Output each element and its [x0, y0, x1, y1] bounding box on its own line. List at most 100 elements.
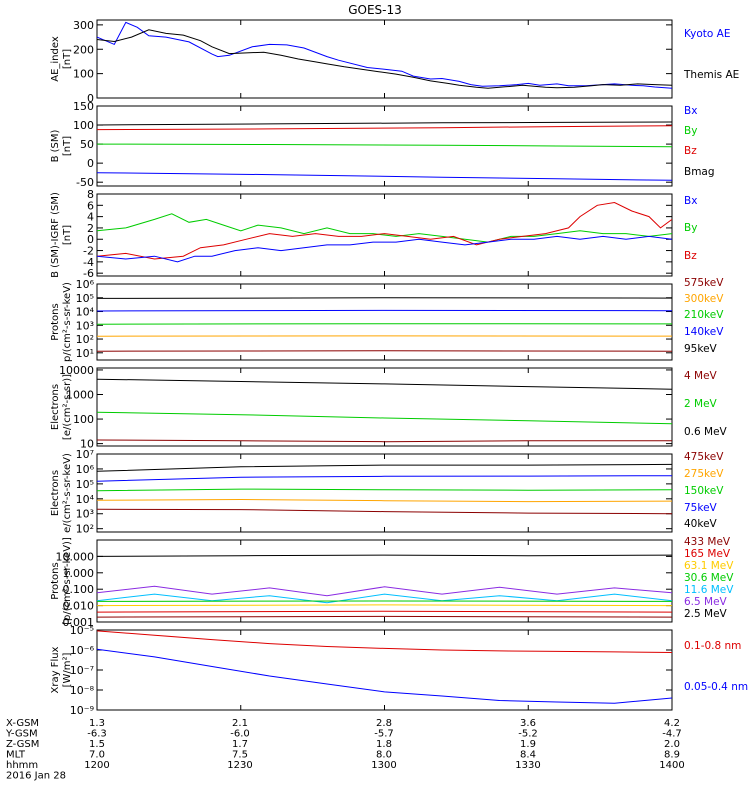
series-line-0-6-mev [97, 378, 672, 390]
series-line-2-mev [97, 411, 672, 425]
y-axis-label: [p/(cm²-s-sr-keV)] [62, 537, 73, 625]
y-tick-label: 100 [73, 413, 94, 426]
legend-entry: 475keV [684, 451, 724, 463]
legend-entry: 2 MeV [684, 398, 718, 410]
x-tick-label: -4.7 [662, 729, 682, 740]
y-axis-label: Xray Flux [50, 646, 61, 693]
y-tick-label: 10⁶ [76, 278, 95, 291]
panel-1: 0 100 200 300 AE_index [nT] Kyoto AE Themis AE [50, 19, 739, 105]
y-axis-label: Protons [50, 303, 61, 340]
series-group [97, 630, 672, 704]
y-tick-label: 10⁻⁹ [70, 704, 94, 717]
x-axis-date: 2016 Jan 28 [6, 771, 66, 782]
panel-frame [96, 539, 673, 623]
series-line-75kev [97, 475, 672, 482]
legend-entry: 0.05-0.4 nm [684, 681, 748, 693]
y-axis-label: Protons [50, 562, 61, 599]
series-line-4-mev [97, 439, 672, 443]
series-line-by [97, 143, 672, 148]
y-tick-label: 8 [87, 188, 94, 201]
x-tick-label: 1.7 [232, 739, 248, 750]
y-tick-label: 300 [73, 19, 94, 32]
y-tick-label: 10⁻⁷ [70, 664, 94, 677]
x-tick-label: -6.0 [230, 729, 250, 740]
series-line-165-mev [97, 610, 672, 613]
series-group [97, 201, 672, 263]
x-tick-label: 4.2 [664, 718, 680, 729]
x-row-label: X-GSM [6, 718, 39, 729]
series-line-kyoto-ae [97, 21, 672, 89]
y-axis-label: [e/(cm²-s-sr)] [62, 374, 73, 440]
x-tick-label: 1400 [659, 760, 684, 771]
series-line-2-5-mev [97, 554, 672, 557]
y-tick-label: 4 [87, 211, 94, 224]
legend-entry: By [684, 222, 697, 234]
legend-entry: 275keV [684, 468, 724, 480]
x-tick-label: -5.7 [374, 729, 394, 740]
legend-entry: Bmag [684, 166, 715, 178]
y-axis-label: [nT] [62, 136, 73, 156]
y-tick-label: 2 [87, 222, 94, 235]
series-group [97, 463, 672, 515]
x-tick-label: 7.5 [232, 750, 248, 761]
series-group [97, 378, 672, 443]
x-tick-label: 2.1 [232, 718, 248, 729]
y-tick-label: 1.000 [63, 567, 95, 580]
series-line-210kev [97, 323, 672, 325]
x-tick-label: 1300 [371, 760, 396, 771]
y-tick-label: 10³ [76, 508, 94, 521]
legend-entry: 0.6 MeV [684, 426, 728, 438]
legend-entry: Bx [684, 105, 697, 117]
y-axis-label: B (SM) [50, 129, 61, 162]
x-tick-label: 1.3 [89, 718, 105, 729]
series-line-63-1-mev [97, 604, 672, 607]
legend-entry: By [684, 125, 697, 137]
series-line-bx [97, 235, 672, 263]
x-tick-label: 8.9 [664, 750, 680, 761]
y-tick-label: 100 [73, 68, 94, 81]
x-tick-label: 2.8 [376, 718, 392, 729]
legend-entry: Bz [684, 145, 697, 157]
y-tick-label: 10⁻⁵ [70, 624, 94, 637]
y-tick-label: 150 [73, 100, 94, 113]
y-tick-label: 0.001 [63, 616, 95, 629]
y-tick-label: -50 [76, 176, 94, 189]
x-tick-label: 1200 [84, 760, 109, 771]
series-line-140kev [97, 309, 672, 312]
x-tick-label: -5.2 [518, 729, 538, 740]
y-tick-label: 10⁵ [76, 478, 94, 491]
y-axis-label: [nT] [62, 49, 73, 69]
x-tick-label: 1230 [227, 760, 252, 771]
x-row-label: hhmm [6, 760, 38, 771]
series-line-95kev [97, 297, 672, 299]
y-tick-label: 0.100 [63, 583, 95, 596]
series-line-6-5-mev [97, 585, 672, 597]
x-tick-label: 1.9 [520, 739, 536, 750]
legend-entry: 300keV [684, 293, 724, 305]
panel-frame [96, 629, 673, 711]
y-axis-label: p/(cm²-s-sr-keV) [62, 282, 73, 362]
series-group [97, 121, 672, 181]
y-tick-label: 1000 [66, 389, 94, 402]
legend-entry: 433 MeV [684, 536, 731, 548]
series-line-bz [97, 201, 672, 260]
y-tick-label: -6 [83, 267, 94, 280]
y-axis-label: [nT] [62, 225, 73, 245]
y-tick-label: 10⁻⁶ [70, 644, 95, 657]
y-tick-label: 10000 [59, 364, 94, 377]
series-line-11-6-mev [97, 593, 672, 604]
panel-frame [96, 283, 673, 361]
legend-entry: 210keV [684, 309, 724, 321]
legend-entry: 150keV [684, 485, 724, 497]
x-tick-label: 3.6 [520, 718, 536, 729]
legend-entry: 4 MeV [684, 370, 718, 382]
y-tick-label: 0.010 [63, 600, 95, 613]
x-tick-label: 1330 [515, 760, 540, 771]
panel-2: -50 0 50 100 150 B (SM) [nT] Bx By Bz Bmag [50, 100, 715, 189]
series-line-bz [97, 125, 672, 131]
x-tick-label: 1.8 [376, 739, 392, 750]
series-group [97, 554, 672, 618]
